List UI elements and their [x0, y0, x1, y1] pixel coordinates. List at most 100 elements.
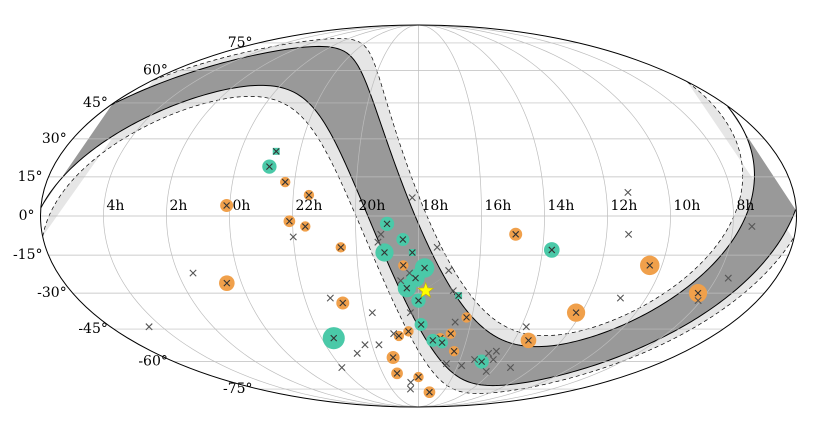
orange-circle-with-cross-marker	[335, 242, 347, 253]
gray-cross-marker	[406, 385, 415, 393]
orange-circle-with-cross-marker	[509, 227, 523, 241]
gray-cross-marker	[368, 309, 376, 317]
dec-tick-label: 15°	[18, 169, 43, 185]
gray-cross-marker	[397, 277, 405, 285]
teal-circle-with-cross-marker	[322, 327, 345, 350]
orange-circle-with-cross-marker	[461, 312, 472, 323]
gray-cross-marker	[482, 367, 490, 376]
band-edge	[40, 84, 407, 303]
orange-circle-with-cross-marker	[445, 328, 456, 339]
gray-cross-marker	[616, 294, 625, 302]
galactic-plane-bands	[40, 38, 797, 394]
gray-cross-marker	[390, 330, 398, 338]
orange-circle-with-cross-marker	[336, 296, 350, 310]
orange-circle-with-cross-marker	[220, 199, 234, 213]
gray-cross-marker	[724, 274, 732, 282]
teal-circle-with-cross-marker	[474, 354, 489, 369]
teal-circle-with-cross-marker	[414, 317, 428, 331]
source-markers	[145, 147, 756, 399]
grid-meridian	[355, 25, 419, 407]
ra-tick-label: 20h	[359, 198, 386, 214]
grid-meridian	[418, 25, 608, 407]
gray-cross-marker	[377, 230, 385, 238]
teal-circle-with-cross-marker	[411, 293, 426, 308]
dec-tick-label: 75°	[228, 35, 253, 51]
gray-cross-marker	[361, 341, 369, 349]
gray-cross-marker	[405, 269, 414, 277]
orange-circle-with-cross-marker	[280, 176, 291, 188]
gray-cross-marker	[457, 362, 466, 370]
orange-circle-with-cross-marker	[520, 332, 537, 349]
ra-tick-label: 12h	[611, 198, 638, 214]
orange-circle-with-cross-marker	[393, 330, 405, 342]
orange-circle-with-cross-marker	[398, 260, 409, 271]
dec-tick-label: 45°	[83, 95, 108, 111]
teal-circle-with-cross-marker	[379, 216, 395, 232]
gray-cross-marker	[408, 194, 416, 202]
gray-cross-marker	[522, 323, 530, 331]
gray-cross-marker	[451, 318, 459, 326]
teal-circle-with-cross-marker	[396, 233, 410, 247]
dec-tick-label: -60°	[138, 354, 168, 370]
gray-cross-marker	[506, 363, 515, 372]
band-edge	[405, 209, 797, 387]
grid-meridian	[103, 25, 419, 407]
dec-tick-label: -75°	[223, 381, 253, 397]
grid-meridian	[292, 25, 419, 407]
gray-cross-marker	[694, 296, 702, 305]
teal-circle-with-cross-marker	[397, 279, 416, 298]
dec-tick-label: -30°	[37, 285, 67, 301]
grid-meridian	[166, 25, 419, 407]
dec-tick-label: 60°	[143, 62, 168, 78]
gray-cross-marker	[375, 341, 383, 349]
orange-circle-with-cross-marker	[300, 221, 311, 232]
orange-circle-with-cross-marker	[640, 255, 660, 276]
gray-cross-marker	[470, 355, 479, 364]
band-edge	[452, 81, 744, 336]
sky-outline	[40, 24, 797, 408]
gray-cross-marker	[449, 287, 457, 295]
yellow-star-marker	[417, 281, 435, 298]
band-edge	[152, 38, 454, 270]
teal-circle-with-cross-marker	[436, 336, 448, 349]
orange-circle-with-cross-marker	[403, 326, 414, 337]
dec-tick-label: 0°	[19, 208, 35, 224]
gray-cross-marker	[289, 233, 297, 241]
orange-circle-with-cross-marker	[386, 351, 400, 365]
dec-tick-label: -15°	[13, 247, 43, 263]
ra-tick-label: 14h	[548, 198, 575, 214]
teal-circle-with-cross-marker	[375, 243, 394, 262]
dec-tick-label: 30°	[42, 131, 67, 147]
teal-circle-with-cross-marker	[262, 159, 277, 174]
gray-cross-marker	[338, 363, 346, 372]
orange-circle-with-cross-marker	[303, 189, 315, 201]
orange-circle-with-cross-marker	[283, 215, 296, 228]
gray-cross-marker	[326, 294, 334, 302]
grid-meridian	[418, 25, 482, 407]
orange-circle-with-cross-marker	[219, 275, 235, 291]
ra-tick-label: 18h	[422, 198, 449, 214]
ra-tick-label: 2h	[170, 198, 188, 214]
gray-cross-marker	[406, 309, 414, 317]
gray-cross-marker	[189, 269, 197, 277]
band-edge	[443, 106, 755, 348]
gray-cross-marker	[445, 266, 453, 275]
gray-cross-marker	[374, 238, 382, 246]
band-edge	[42, 96, 397, 308]
orange-circle-with-cross-marker	[448, 346, 460, 357]
ra-tick-label: 22h	[296, 198, 323, 214]
orange-circle-with-cross-marker	[391, 367, 403, 380]
gray-cross-marker	[748, 222, 756, 231]
gray-cross-marker	[489, 355, 497, 364]
grid-meridian	[229, 25, 419, 407]
gray-cross-marker	[484, 349, 493, 357]
graticule-grid	[40, 25, 797, 407]
gray-cross-marker	[353, 349, 361, 357]
gray-cross-marker	[492, 347, 500, 355]
inner-galactic-band	[406, 106, 796, 386]
teal-circle-with-cross-marker	[543, 242, 560, 258]
gray-cross-marker	[624, 188, 632, 197]
axis-tick-labels: 4h 2h 0h 22h 20h 18h 16h 14h 12h 10h 8h 75° 60° 45° 30…	[13, 35, 754, 397]
ra-tick-label: 10h	[674, 198, 701, 214]
